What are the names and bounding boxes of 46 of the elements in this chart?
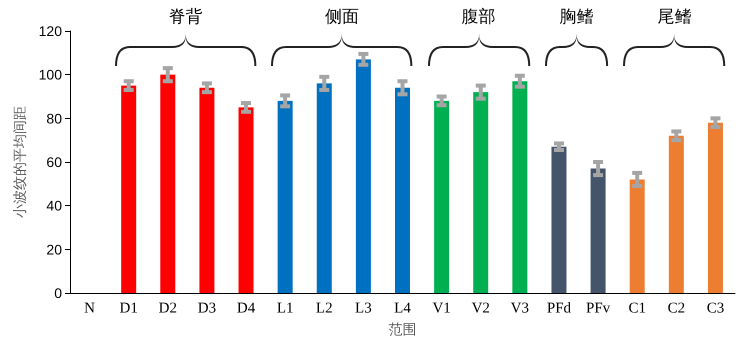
- text: 胸鳍: [560, 7, 594, 27]
- x-tick-label: L3: [355, 300, 372, 316]
- bar: [512, 81, 528, 293]
- bar: [473, 92, 488, 293]
- bar: [199, 88, 214, 293]
- bar: [160, 74, 176, 293]
- y-tick-label: 0: [54, 285, 62, 301]
- x-tick-label: C3: [706, 300, 724, 316]
- bar: [668, 136, 684, 293]
- y-axis-title: 小波纹的平均间距: [12, 106, 29, 218]
- x-axis-title: 范围: [388, 322, 416, 338]
- x-tick-label: V2: [472, 300, 490, 316]
- text: 脊背: [168, 7, 202, 27]
- y-tick-label: 120: [38, 23, 62, 39]
- x-tick-label: L4: [394, 300, 412, 316]
- bar: [395, 88, 410, 293]
- y-tick-label: 40: [46, 198, 62, 214]
- text: 侧面: [324, 7, 359, 27]
- x-tick-label: L1: [276, 300, 294, 316]
- bar: [356, 59, 371, 293]
- x-tick-label: V1: [432, 300, 451, 316]
- x-tick-label: D1: [120, 300, 138, 316]
- bar: [278, 100, 293, 293]
- x-tick-label: PFv: [586, 300, 611, 316]
- bar: [590, 168, 606, 293]
- bar: [238, 107, 254, 293]
- text: 腹部: [462, 7, 496, 27]
- bar: [434, 100, 450, 293]
- x-tick-label: L2: [316, 300, 333, 316]
- bar: [121, 86, 136, 293]
- x-tick-label: V3: [510, 300, 530, 316]
- bar: [708, 122, 723, 293]
- x-tick-label: C1: [628, 300, 646, 316]
- y-tick-label: 20: [46, 241, 62, 258]
- text: 尾鳍: [657, 7, 692, 27]
- bar: [630, 179, 645, 293]
- x-tick-label: D4: [236, 300, 256, 316]
- y-tick-label: 80: [46, 110, 62, 126]
- x-tick-label: N: [84, 300, 96, 316]
- bar: [316, 83, 332, 293]
- x-tick-label: PFd: [546, 300, 572, 316]
- y-tick-label: 100: [38, 66, 62, 83]
- y-tick-label: 60: [46, 154, 62, 170]
- x-tick-label: D2: [158, 300, 177, 316]
- x-tick-label: D3: [198, 300, 216, 316]
- x-tick-label: C2: [668, 300, 686, 316]
